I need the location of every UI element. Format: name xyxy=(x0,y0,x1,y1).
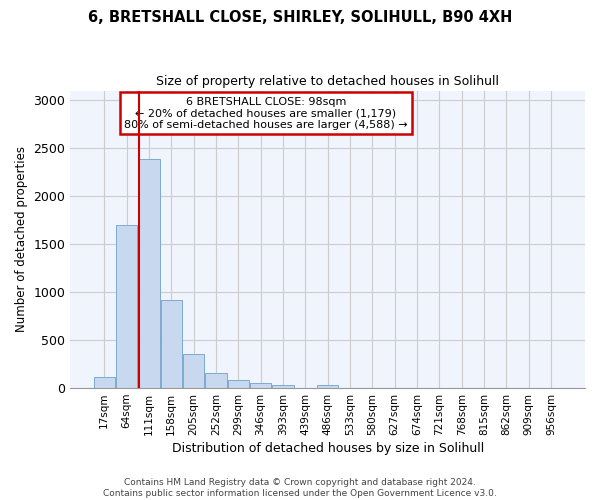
Y-axis label: Number of detached properties: Number of detached properties xyxy=(15,146,28,332)
Bar xyxy=(183,354,204,388)
Bar xyxy=(116,225,137,388)
Bar xyxy=(272,384,293,388)
Text: 6, BRETSHALL CLOSE, SHIRLEY, SOLIHULL, B90 4XH: 6, BRETSHALL CLOSE, SHIRLEY, SOLIHULL, B… xyxy=(88,10,512,25)
Bar xyxy=(94,377,115,388)
Bar xyxy=(317,385,338,388)
Title: Size of property relative to detached houses in Solihull: Size of property relative to detached ho… xyxy=(156,75,499,88)
Bar xyxy=(250,383,271,388)
Bar xyxy=(139,158,160,388)
X-axis label: Distribution of detached houses by size in Solihull: Distribution of detached houses by size … xyxy=(172,442,484,455)
Bar xyxy=(205,373,227,388)
Text: Contains HM Land Registry data © Crown copyright and database right 2024.
Contai: Contains HM Land Registry data © Crown c… xyxy=(103,478,497,498)
Bar xyxy=(227,380,249,388)
Bar xyxy=(161,300,182,388)
Text: 6 BRETSHALL CLOSE: 98sqm
← 20% of detached houses are smaller (1,179)
80% of sem: 6 BRETSHALL CLOSE: 98sqm ← 20% of detach… xyxy=(124,96,407,130)
